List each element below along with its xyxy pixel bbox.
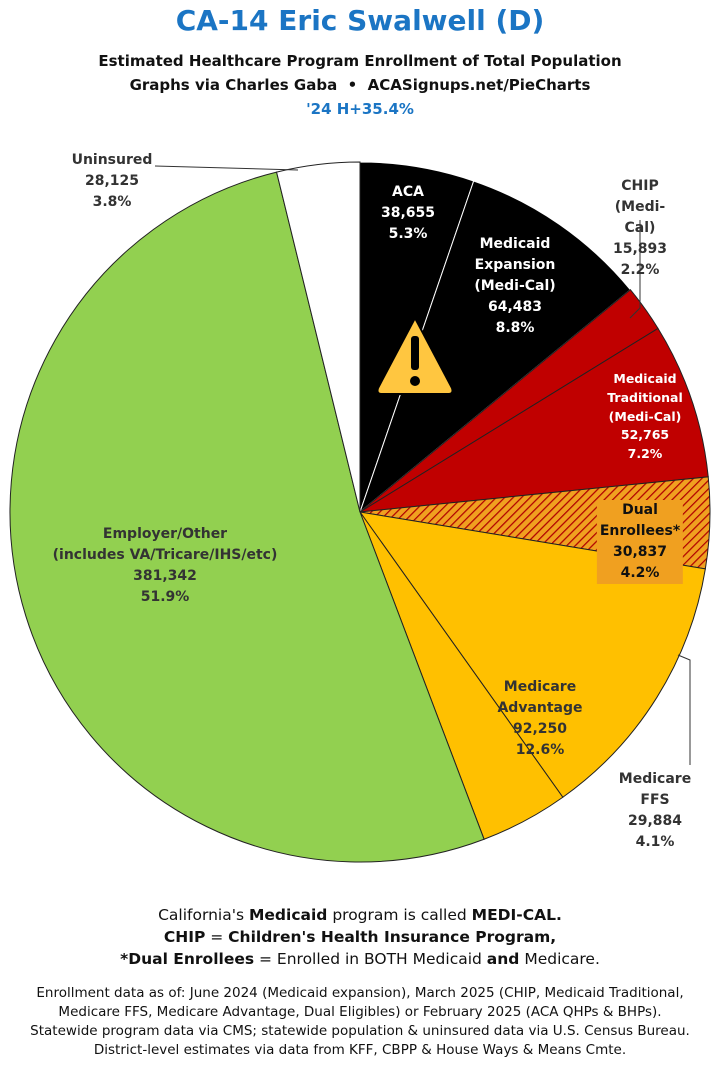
category-label: Uninsured <box>71 152 153 168</box>
value-row: 29,884 4.1% <box>619 811 691 853</box>
value-label: 92,250 <box>512 721 568 737</box>
slice-label: Dual Enrollees* 30,837 4.2% <box>596 500 684 584</box>
slice-label: Uninsured 28,125 3.8% <box>72 150 153 213</box>
value-label: 52,765 <box>620 427 670 443</box>
note-text: MEDI-CAL. <box>471 906 562 924</box>
value-row: 64,483 8.8% <box>474 297 555 339</box>
share-label: 5.3% <box>388 226 428 242</box>
pie-slice <box>275 161 361 513</box>
category-label: Medicare Advantage <box>497 679 583 716</box>
category-label: ACA <box>392 184 424 200</box>
share-label: 51.9% <box>140 589 190 605</box>
notes: California's Medicaid program is called … <box>0 904 720 970</box>
fine-print-line: Medicare FFS, Medicare Advantage, Dual E… <box>58 1004 662 1020</box>
note-text: *Dual Enrollees <box>120 950 255 968</box>
fine-print-line: Enrollment data as of: June 2024 (Medica… <box>36 985 684 1001</box>
share-label: 8.8% <box>495 320 535 336</box>
slice-label: ACA 38,655 5.3% <box>381 182 435 245</box>
value-label: 28,125 <box>84 173 140 189</box>
slice-label: Medicare FFS 29,884 4.1% <box>619 769 691 853</box>
value-row: 38,655 5.3% <box>381 203 435 245</box>
share-label: 7.2% <box>627 446 663 461</box>
share-label: 4.2% <box>620 565 660 581</box>
value-label: 29,884 <box>627 813 683 829</box>
value-row: 30,837 4.2% <box>600 542 680 584</box>
note-text: Children's Health Insurance Program, <box>228 928 557 946</box>
note-line: CHIP = Children's Health Insurance Progr… <box>0 926 720 948</box>
fine-print-line: Statewide program data via CMS; statewid… <box>30 1023 690 1039</box>
share-label: 2.2% <box>620 262 660 278</box>
category-label: Medicaid Traditional (Medi-Cal) <box>607 371 683 424</box>
note-text: CHIP <box>163 928 206 946</box>
note-text: Medicare. <box>519 950 600 968</box>
note-line: *Dual Enrollees = Enrolled in BOTH Medic… <box>0 948 720 970</box>
category-label: Medicaid Expansion (Medi-Cal) <box>474 236 556 294</box>
category-label: Dual Enrollees* <box>599 502 681 539</box>
slice-label: Medicare Advantage 92,250 12.6% <box>497 677 582 761</box>
category-label: CHIP (Medi-Cal) <box>614 178 666 236</box>
value-row: 52,765 7.2% <box>607 426 682 464</box>
slice-label: Employer/Other (includes VA/Tricare/IHS/… <box>53 524 278 608</box>
slice-label: CHIP (Medi-Cal) 15,893 2.2% <box>600 176 680 281</box>
value-label: 15,893 <box>612 241 668 257</box>
value-label: 64,483 <box>487 299 543 315</box>
leader-line <box>154 165 299 171</box>
annotation: '24 H+35.4% <box>306 100 414 118</box>
category-label: Employer/Other (includes VA/Tricare/IHS/… <box>52 526 278 563</box>
share-label: 3.8% <box>92 194 132 210</box>
leader-line <box>629 220 641 319</box>
fine-print: Enrollment data as of: June 2024 (Medica… <box>0 984 720 1060</box>
value-row: 92,250 12.6% <box>497 719 582 761</box>
note-line: California's Medicaid program is called … <box>0 904 720 926</box>
subtitle: Graphs via Charles Gaba • ACASignups.net… <box>129 76 591 94</box>
note-text: program is called <box>327 906 472 924</box>
leader-line <box>677 654 691 765</box>
fine-print-line: District-level estimates via data from K… <box>93 1042 627 1058</box>
slice-label: Medicaid Expansion (Medi-Cal) 64,483 8.8% <box>474 234 555 339</box>
value-label: 381,342 <box>133 568 197 584</box>
note-text: and <box>486 950 520 968</box>
pie-slice <box>9 171 485 863</box>
note-text: California's <box>158 906 249 924</box>
value-label: 38,655 <box>380 205 436 221</box>
category-label: Medicare FFS <box>618 771 692 808</box>
warning-icon <box>376 315 454 395</box>
pie-slice <box>359 327 709 513</box>
value-row: 15,893 2.2% <box>600 239 680 281</box>
chart-title: CA-14 Eric Swalwell (D) <box>175 4 545 37</box>
note-text: = <box>205 928 229 946</box>
value-row: 28,125 3.8% <box>72 171 153 213</box>
share-label: 4.1% <box>635 834 675 850</box>
note-text: Medicaid <box>248 906 328 924</box>
share-label: 12.6% <box>515 742 565 758</box>
note-text: = Enrolled in BOTH Medicaid <box>254 950 487 968</box>
value-row: 381,342 51.9% <box>53 566 278 608</box>
slice-label: Medicaid Traditional (Medi-Cal) 52,765 7.2… <box>607 370 682 464</box>
pie-slice <box>358 180 632 514</box>
subtitle: Estimated Healthcare Program Enrollment … <box>98 52 622 70</box>
value-label: 30,837 <box>612 544 668 560</box>
